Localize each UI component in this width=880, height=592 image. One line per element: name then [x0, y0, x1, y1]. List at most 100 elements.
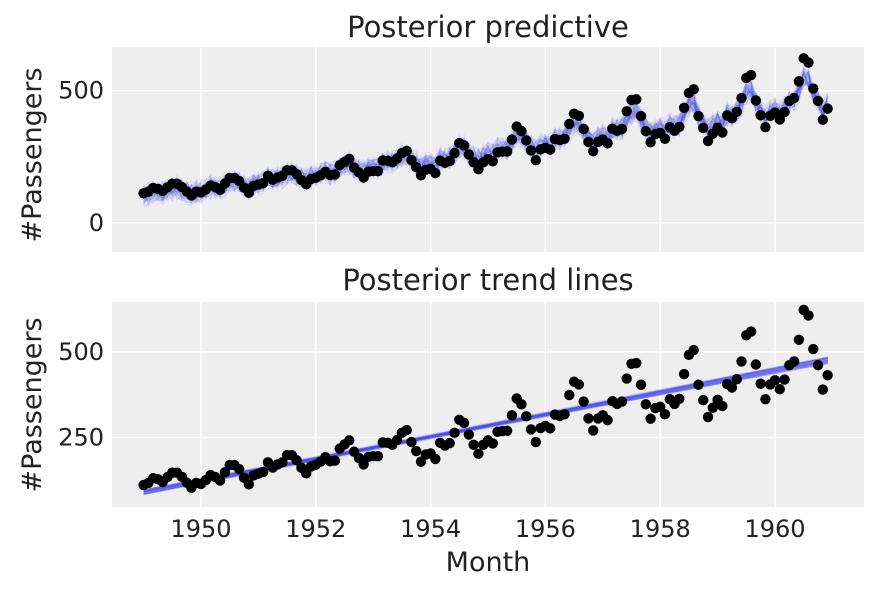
- observed-point: [817, 384, 829, 395]
- observed-point: [616, 123, 628, 135]
- observed-point: [559, 409, 570, 420]
- observed-point: [693, 110, 704, 122]
- observed-point: [291, 455, 302, 466]
- observed-point: [430, 167, 441, 179]
- observed-point: [501, 146, 513, 157]
- observed-point: [525, 145, 537, 156]
- x-tick-label: 1960: [744, 515, 805, 543]
- observed-point: [602, 138, 613, 149]
- x-tick-label: 1952: [285, 515, 346, 543]
- observed-point: [678, 102, 690, 114]
- observed-point: [674, 121, 685, 133]
- observed-point: [717, 127, 728, 138]
- observed-point: [631, 94, 642, 105]
- y-tick-label: 500: [58, 338, 104, 366]
- observed-point: [372, 450, 384, 462]
- observed-point: [793, 76, 805, 87]
- observed-point: [654, 401, 666, 412]
- observed-point: [635, 110, 647, 122]
- observed-point: [788, 356, 800, 367]
- observed-point: [812, 359, 824, 371]
- observed-point: [214, 475, 226, 486]
- chart-title-top: Posterior predictive: [347, 10, 629, 44]
- observed-point: [487, 156, 498, 167]
- observed-point: [817, 114, 829, 125]
- observed-point: [779, 374, 790, 385]
- observed-point: [401, 424, 412, 436]
- observed-point: [822, 369, 833, 381]
- y-axis-label-bottom: #Passengers: [17, 317, 48, 492]
- observed-point: [530, 436, 542, 448]
- observed-point: [707, 402, 719, 413]
- observed-point: [516, 125, 527, 137]
- observed-point: [487, 438, 498, 449]
- observed-point: [755, 110, 766, 121]
- chart-title-bottom: Posterior trend lines: [342, 263, 633, 297]
- observed-point: [769, 375, 781, 386]
- observed-point: [726, 382, 738, 393]
- observed-point: [631, 357, 642, 369]
- observed-point: [243, 479, 255, 490]
- observed-point: [731, 374, 742, 385]
- observed-point: [793, 334, 805, 345]
- observed-point: [678, 368, 690, 380]
- observed-point: [329, 455, 341, 466]
- observed-point: [693, 379, 704, 390]
- posterior-predictive-panel: 0 500 Posterior predictive #Passengers: [17, 10, 864, 252]
- x-tick-label: 1958: [630, 515, 691, 543]
- predictive-sample-line: [143, 78, 829, 200]
- predictive-sample-line: [143, 76, 829, 201]
- observed-point: [621, 106, 632, 117]
- observed-point: [458, 417, 470, 429]
- observed-point: [257, 466, 269, 478]
- observed-point: [506, 134, 518, 145]
- predictive-sample-line: [143, 64, 829, 199]
- observed-point: [564, 389, 575, 401]
- x-tick-label: 1950: [170, 515, 231, 543]
- observed-point: [659, 409, 671, 420]
- predictive-sample-line: [143, 68, 829, 198]
- observed-point: [774, 114, 785, 125]
- y-tick-label: 250: [58, 424, 104, 452]
- observed-point: [750, 359, 762, 370]
- observed-point: [372, 165, 384, 177]
- observed-point: [344, 153, 355, 165]
- observed-point: [635, 379, 647, 390]
- observed-point: [803, 310, 814, 321]
- observed-point: [774, 384, 785, 395]
- observed-point: [234, 464, 245, 475]
- observed-point: [411, 161, 422, 173]
- observed-point: [702, 411, 714, 423]
- observed-points-top: [138, 53, 833, 201]
- observed-point: [521, 411, 532, 422]
- observed-point: [583, 136, 594, 148]
- observed-point: [640, 125, 652, 137]
- observed-point: [473, 448, 484, 459]
- observed-point: [822, 103, 833, 114]
- observed-point: [745, 69, 757, 81]
- observed-points-bottom: [138, 304, 833, 493]
- observed-point: [516, 399, 527, 410]
- observed-point: [698, 395, 709, 406]
- observed-point: [698, 122, 709, 134]
- observed-point: [808, 83, 819, 94]
- observed-point: [578, 123, 589, 135]
- observed-point: [329, 169, 341, 180]
- observed-point: [621, 373, 632, 384]
- observed-point: [544, 423, 556, 434]
- predictive-sample-line: [143, 62, 828, 199]
- observed-point: [458, 140, 470, 151]
- observed-point: [645, 413, 656, 424]
- trend-line-sample: [143, 359, 828, 491]
- observed-point: [588, 425, 599, 436]
- observed-point: [674, 393, 685, 405]
- observed-point: [463, 429, 475, 440]
- observed-point: [602, 414, 613, 426]
- observed-point: [688, 344, 699, 356]
- y-tick-label: 500: [58, 77, 104, 105]
- observed-point: [521, 135, 532, 146]
- observed-point: [449, 427, 460, 439]
- trend-line-sample: [143, 356, 828, 491]
- observed-point: [760, 393, 771, 405]
